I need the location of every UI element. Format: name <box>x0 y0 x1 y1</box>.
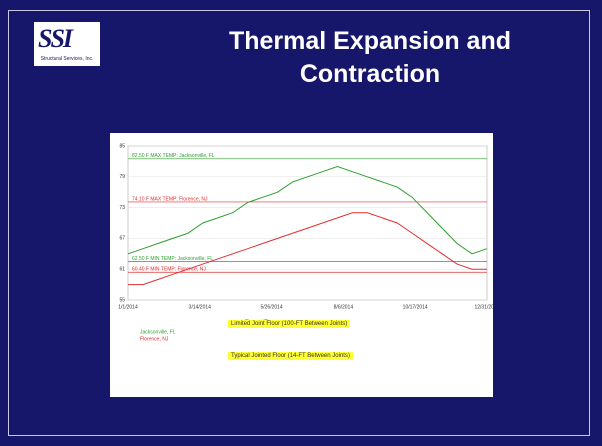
reference-label: 62.50 F MIN TEMP: Jacksonville, FL <box>132 256 213 262</box>
plot-area <box>127 145 488 301</box>
legend-label: Jacksonville, FL <box>140 329 176 335</box>
x-tick-label: 3/14/2014 <box>189 304 211 310</box>
reference-label: 60.40 F MIN TEMP: Florence, NJ <box>132 267 206 273</box>
reference-label: 74.10 F MAX TEMP: Florence, NJ <box>132 196 208 202</box>
x-tick-label: 1/1/2014 <box>118 304 138 310</box>
note: Limited Joint Floor (100-FT Between Join… <box>228 320 351 328</box>
x-tick-label: 8/6/2014 <box>334 304 354 310</box>
legend-label: Florence, NJ <box>140 336 169 342</box>
logo-subtitle: Structural Services, Inc. <box>40 56 94 62</box>
chart-image: 55 61 67 73 79 85 1/1/2014 3/14/2014 5/26/2014 8/… <box>110 133 500 397</box>
x-tick-label: 12/31/2014 <box>474 304 493 310</box>
series-line <box>128 212 487 286</box>
y-tick-label: 55 <box>119 297 125 303</box>
logo-mark: SSI <box>38 24 73 53</box>
note: Typical Jointed Floor (14-FT Between Joi… <box>228 352 353 360</box>
y-tick-label: 67 <box>119 236 125 242</box>
y-tick-label: 85 <box>119 143 125 149</box>
reference-label: 82.50 F MAX TEMP: Jacksonville, FL <box>132 153 215 159</box>
frame <box>8 10 590 436</box>
logo: SSI Structural Services, Inc. <box>34 22 100 66</box>
slide-title: Thermal Expansion and Contraction <box>228 27 511 88</box>
y-tick-label: 79 <box>119 174 125 180</box>
y-tick-label: 73 <box>119 205 125 211</box>
y-tick-label: 61 <box>119 267 125 273</box>
x-tick-label: 5/26/2014 <box>260 304 282 310</box>
x-tick-label: 10/17/2014 <box>403 304 428 310</box>
series-line <box>127 166 488 255</box>
